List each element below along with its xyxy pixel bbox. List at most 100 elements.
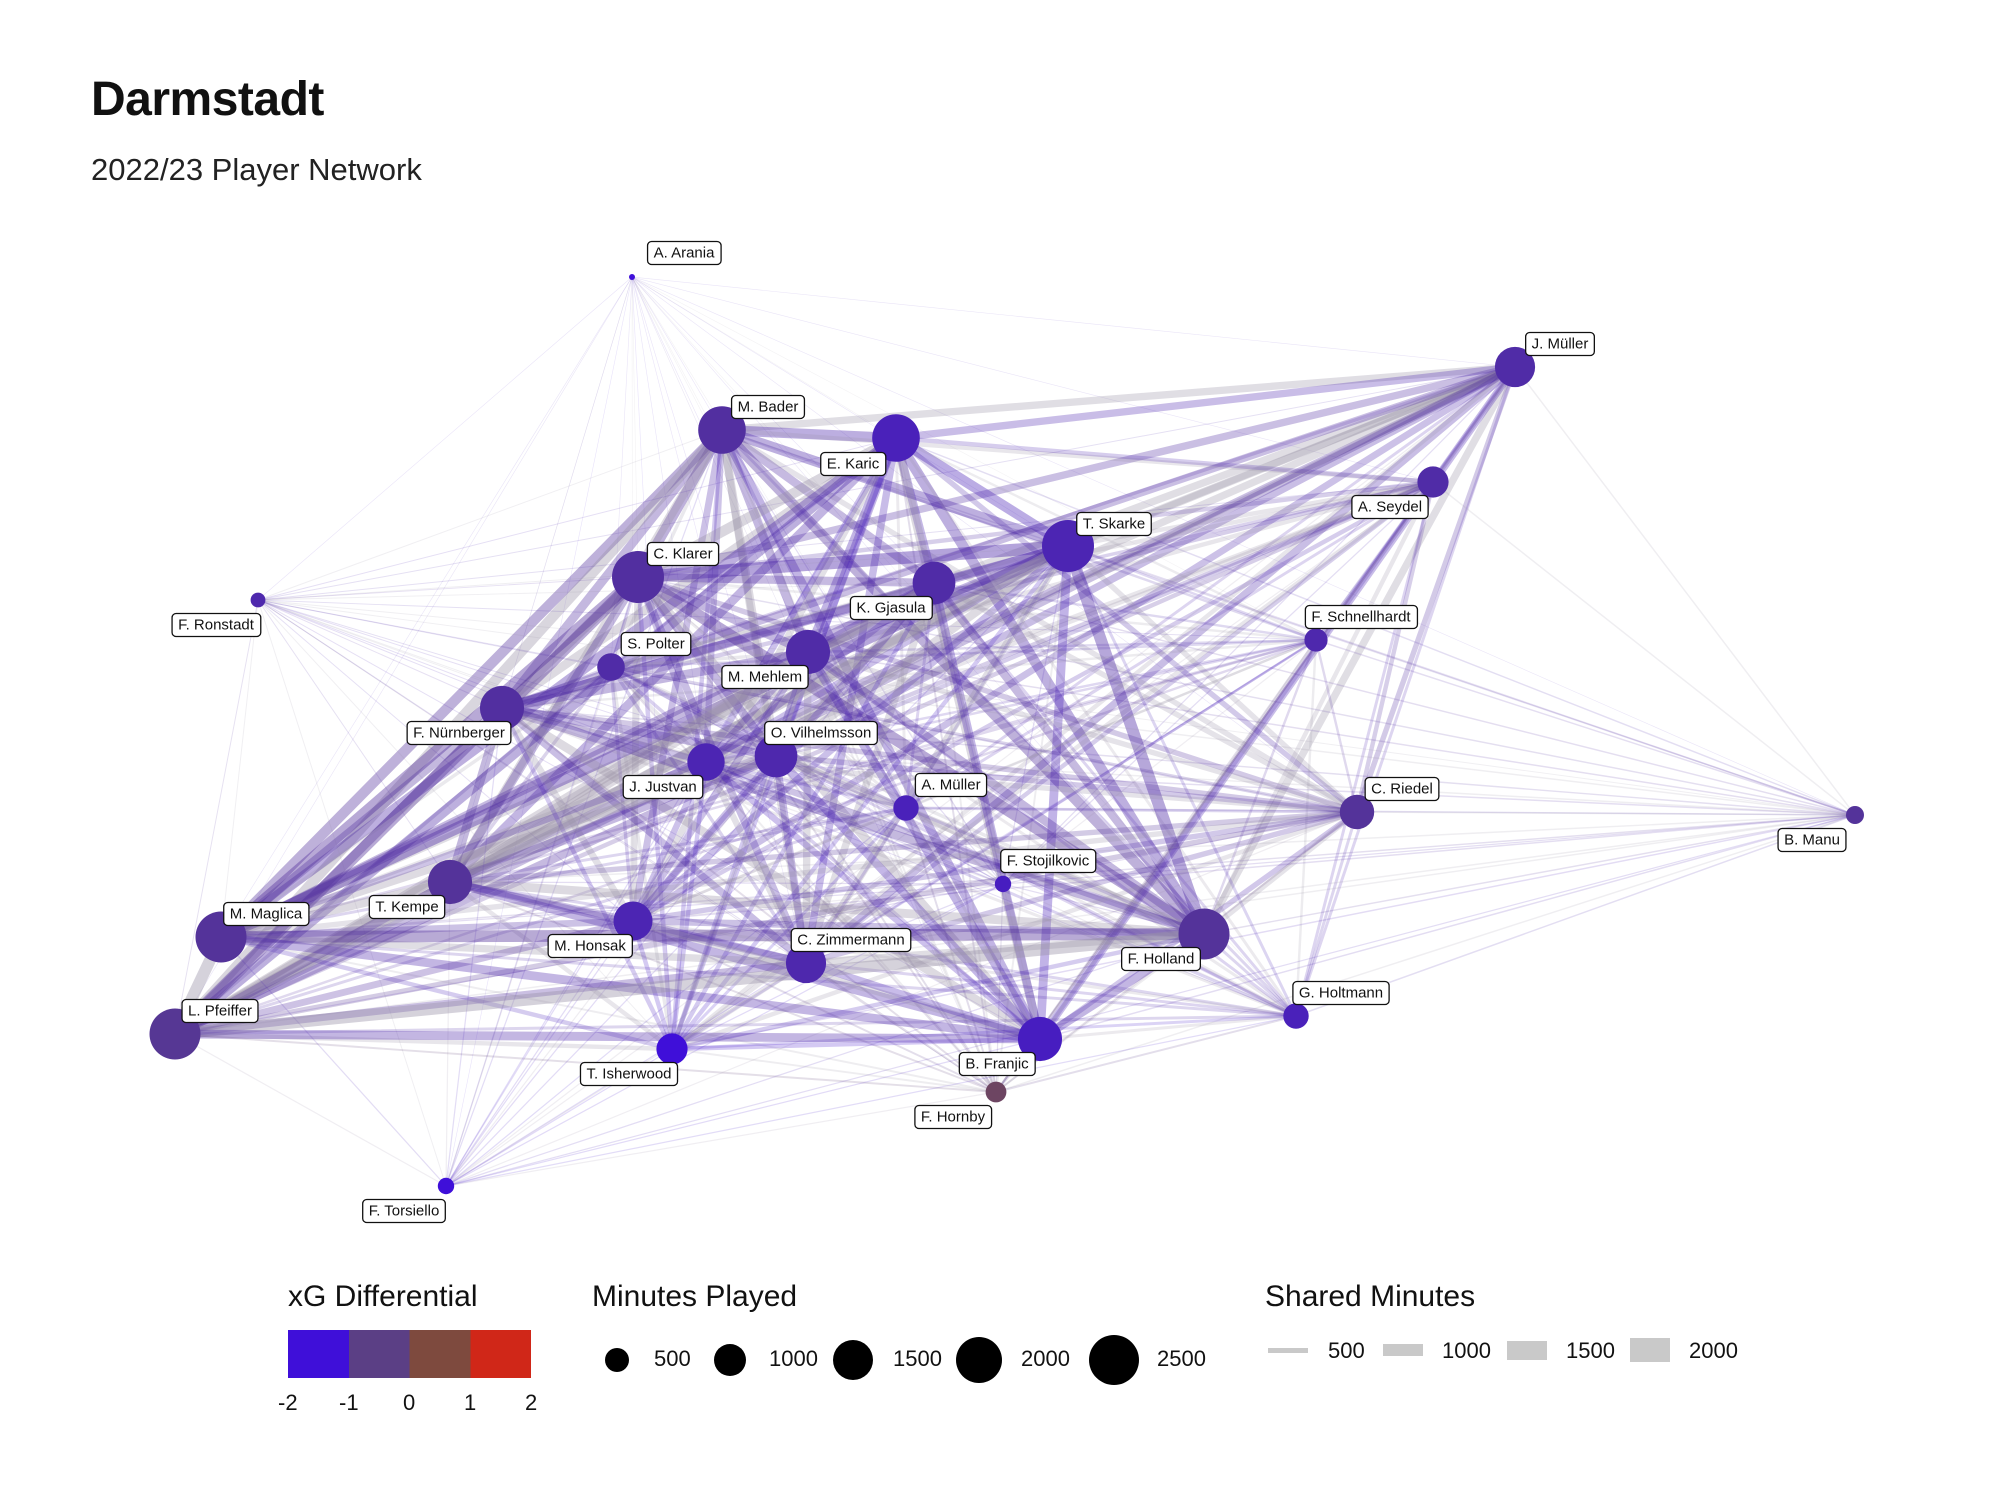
- player-label: F. Stojilkovic: [1000, 848, 1097, 874]
- player-node: [687, 743, 725, 781]
- player-label: K. Gjasula: [849, 595, 933, 621]
- player-label: J. Justvan: [622, 774, 704, 800]
- edge-line: [172, 809, 1360, 1037]
- edge-line: [720, 428, 908, 810]
- edge-line: [215, 571, 644, 943]
- edge-line: [609, 665, 674, 1051]
- edge-line: [220, 599, 259, 938]
- edge-line: [497, 433, 901, 713]
- edge-line: [703, 759, 1360, 815]
- edge-line: [497, 703, 1209, 939]
- player-label: C. Klarer: [646, 541, 720, 567]
- player-label: M. Mehlem: [721, 664, 809, 690]
- edge-line: [257, 276, 633, 601]
- edge-line: [257, 429, 723, 601]
- edge-line: [1202, 638, 1318, 936]
- edge-line: [895, 437, 1004, 885]
- edge-line: [633, 572, 813, 657]
- player-label-text: F. Ronstadt: [178, 617, 255, 634]
- edge-line: [174, 599, 259, 1035]
- player-label-text: F. Schnellhardt: [1311, 609, 1411, 626]
- player-node: [1339, 794, 1375, 830]
- edge-line: [1066, 544, 1318, 642]
- edge-line: [609, 665, 1359, 814]
- edge-line: [1200, 363, 1519, 938]
- edge-line: [933, 582, 1004, 885]
- edge-line: [445, 751, 781, 887]
- edge-line: [609, 665, 778, 758]
- edge-line: [1203, 814, 1856, 935]
- edge-line: [773, 753, 1360, 815]
- edge-line: [445, 647, 813, 887]
- edge-line: [257, 599, 1317, 641]
- minutes-key-label: 2500: [1157, 1346, 1206, 1371]
- edge-line: [807, 651, 1856, 816]
- player-node: [1417, 466, 1449, 498]
- size-key-dot: [956, 1337, 1002, 1383]
- minutes-legend-title: Minutes Played: [592, 1280, 798, 1313]
- edge-line: [805, 649, 1360, 815]
- edge-line: [632, 883, 1004, 922]
- edge-line: [257, 599, 451, 883]
- width-key-line: [1383, 1344, 1423, 1356]
- player-label: T. Kempe: [368, 894, 446, 920]
- edge-line: [805, 814, 1856, 964]
- edge-line: [445, 1038, 1041, 1187]
- edge-line: [448, 638, 1318, 884]
- edge-line: [893, 435, 1436, 485]
- edge-line: [216, 703, 507, 942]
- edge-line: [445, 545, 1069, 1187]
- player-label: E. Karic: [820, 451, 887, 477]
- edge-line: [445, 1015, 1297, 1187]
- edge-line: [257, 599, 997, 1093]
- chart-title: Darmstadt: [91, 73, 324, 126]
- network-labels: A. Arania J. Müller M. Bader E. Karic A. Sey…: [171, 240, 1847, 1224]
- edge-line: [1002, 883, 1041, 1040]
- player-label: A. Seydel: [1351, 494, 1429, 520]
- edge-line: [447, 479, 1436, 885]
- edge-line: [716, 424, 1210, 940]
- edge-line: [499, 705, 1360, 815]
- edge-line: [257, 582, 935, 601]
- edge-line: [629, 752, 780, 925]
- edge-line: [631, 539, 1075, 584]
- edge-line: [169, 928, 1210, 1040]
- edge-line: [501, 276, 633, 709]
- player-label-text: J. Müller: [1532, 336, 1589, 353]
- edge-line: [895, 437, 997, 1093]
- edge-line: [499, 479, 1436, 711]
- edge-line: [892, 363, 1519, 442]
- edge-line: [804, 961, 1298, 1018]
- edge-line: [609, 665, 635, 923]
- player-node: [1283, 1003, 1309, 1029]
- edge-line: [1356, 811, 1856, 816]
- edge-line: [257, 599, 1358, 813]
- edge-line: [631, 276, 1516, 368]
- player-node: [427, 859, 473, 905]
- edge-line: [217, 363, 1519, 941]
- edge-line: [445, 811, 1358, 1187]
- edge-line: [631, 276, 897, 439]
- edge-line: [893, 435, 1360, 815]
- edge-line: [721, 429, 1856, 816]
- minutes-key-label: 2000: [1021, 1346, 1070, 1371]
- edge-line: [445, 578, 939, 887]
- edge-line: [931, 479, 1436, 586]
- edge-line: [636, 575, 1318, 642]
- player-node: [629, 274, 635, 280]
- size-key-dot: [1089, 1335, 1139, 1385]
- player-node: [1494, 346, 1536, 388]
- edge-line: [670, 806, 908, 1051]
- edge-line: [445, 755, 777, 1187]
- edge-line: [257, 599, 907, 809]
- player-label-text: T. Kempe: [375, 899, 438, 916]
- edge-line: [445, 437, 897, 1187]
- player-label: F. Schnellhardt: [1304, 604, 1419, 630]
- edge-line: [904, 806, 1042, 1041]
- edge-line: [631, 276, 1069, 547]
- edge-line: [609, 365, 1517, 669]
- edge-line: [719, 427, 1436, 485]
- edge-line: [1066, 544, 1298, 1018]
- player-label: M. Maglica: [223, 901, 310, 927]
- edge-line: [1295, 814, 1856, 1017]
